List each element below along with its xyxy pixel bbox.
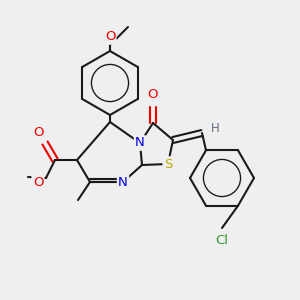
Text: Cl: Cl	[215, 233, 229, 247]
Text: O: O	[105, 31, 115, 44]
Text: N: N	[118, 176, 128, 188]
Text: N: N	[135, 136, 145, 149]
Text: O: O	[33, 176, 43, 190]
Text: H: H	[211, 122, 219, 134]
Text: O: O	[148, 88, 158, 101]
Text: S: S	[164, 158, 172, 170]
Text: O: O	[33, 127, 43, 140]
